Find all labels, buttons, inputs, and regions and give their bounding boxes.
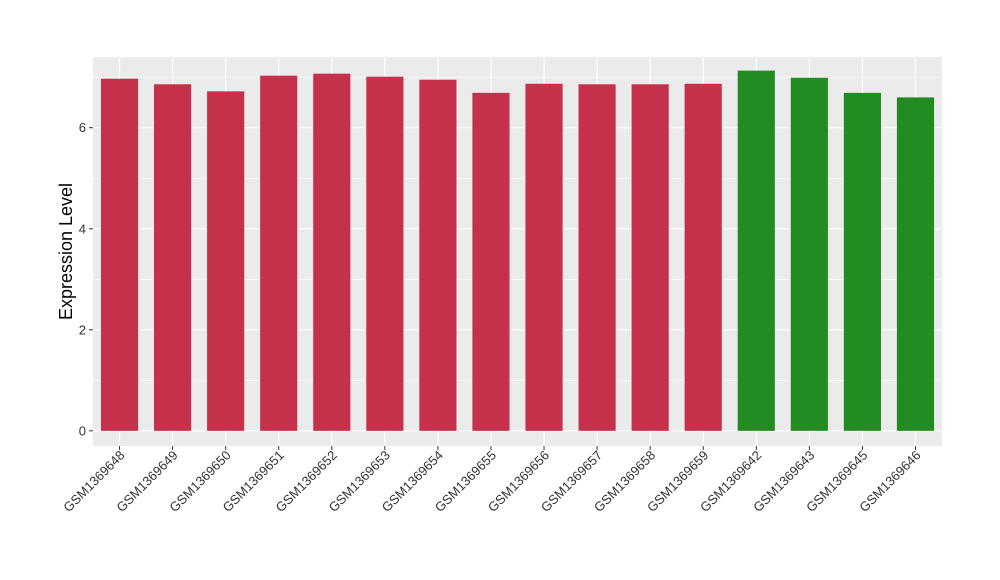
bar bbox=[260, 75, 298, 431]
y-axis-title: Expression Level bbox=[56, 183, 76, 320]
y-tick-label: 2 bbox=[79, 322, 86, 337]
x-axis: GSM1369648GSM1369649GSM1369650GSM1369651… bbox=[60, 446, 924, 515]
bar bbox=[366, 76, 404, 431]
bar bbox=[684, 83, 722, 431]
bar bbox=[896, 97, 935, 431]
bar bbox=[737, 70, 775, 431]
bar bbox=[154, 84, 192, 431]
bar bbox=[843, 92, 881, 431]
y-tick-label: 4 bbox=[79, 221, 86, 236]
bar bbox=[578, 84, 616, 431]
bar bbox=[790, 77, 828, 431]
bar bbox=[472, 92, 510, 431]
bar bbox=[631, 84, 669, 431]
y-tick-label: 0 bbox=[79, 423, 86, 438]
y-tick-label: 6 bbox=[79, 120, 86, 135]
bar bbox=[207, 91, 245, 431]
y-axis: 0 2 4 6 bbox=[79, 120, 93, 438]
bars bbox=[100, 70, 935, 431]
bar bbox=[100, 78, 139, 431]
bar bbox=[525, 83, 563, 431]
bar bbox=[313, 73, 351, 431]
bar bbox=[419, 79, 457, 431]
